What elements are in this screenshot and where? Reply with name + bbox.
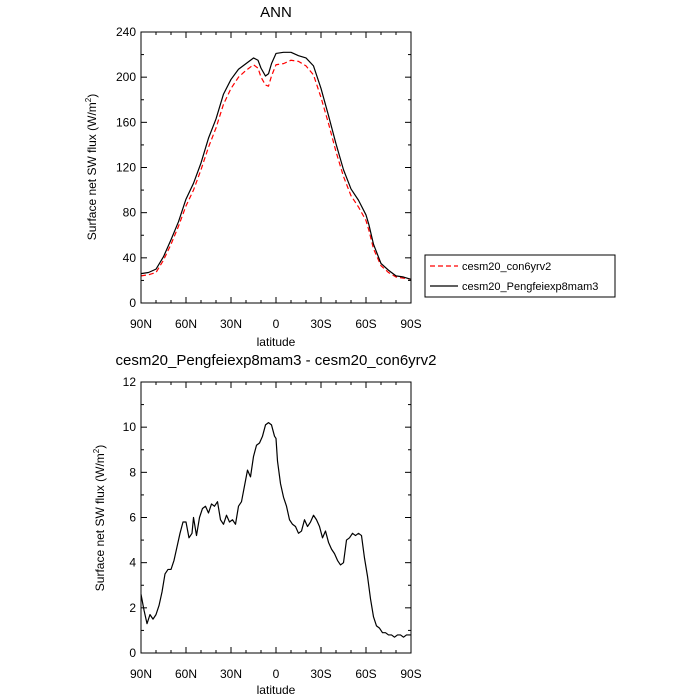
y-tick-label: 2	[129, 601, 136, 615]
top-panel-ylabel-main: Surface net SW flux (W/m	[85, 102, 99, 240]
bottom-panel-ylabel-sup: 2	[92, 448, 101, 453]
x-tick-label: 60S	[355, 667, 376, 681]
series-line-cesm20_Pengfeiexp8mam3	[140, 51, 412, 280]
x-tick-label: 60N	[175, 667, 197, 681]
y-tick-label: 120	[116, 161, 136, 175]
bottom-panel-title: cesm20_Pengfeiexp8mam3 - cesm20_con6yrv2	[116, 352, 437, 369]
y-tick-label: 4	[129, 556, 136, 570]
y-tick-label: 160	[116, 115, 136, 129]
x-tick-label: 90S	[400, 667, 421, 681]
series-line-cesm20_con6yrv2	[140, 59, 412, 280]
top-panel: ANN 90N 60N 30N 0 30S 60S 90S 0 40 80 120 160 200 240…	[84, 4, 422, 349]
y-tick-label: 8	[129, 465, 136, 479]
bottom-panel-ylabel-close: )	[93, 445, 107, 449]
top-panel-ylabel-sup: 2	[84, 97, 93, 102]
x-tick-label: 30N	[220, 317, 242, 331]
x-tick-label: 0	[273, 667, 280, 681]
x-tick-label: 60S	[355, 317, 376, 331]
bottom-panel-ylabel-main: Surface net SW flux (W/m	[93, 453, 107, 591]
top-panel-ticks: 90N 60N 30N 0 30S 60S 90S 0 40 80 120 160 200 240	[116, 25, 422, 331]
top-panel-xlabel: latitude	[257, 335, 296, 349]
y-tick-label: 80	[123, 206, 137, 220]
x-tick-label: 30N	[220, 667, 242, 681]
x-tick-label: 90S	[400, 317, 421, 331]
series-line-difference-0	[140, 422, 411, 638]
y-tick-label: 12	[123, 375, 137, 389]
bottom-panel-frame	[140, 381, 412, 654]
x-tick-label: 30S	[310, 667, 331, 681]
legend-label-pengfeiexp8mam3: cesm20_Pengfeiexp8mam3	[462, 281, 598, 293]
top-panel-ylabel: Surface net SW flux (W/m2)	[84, 94, 99, 240]
x-tick-label: 90N	[130, 667, 152, 681]
y-tick-label: 40	[123, 251, 137, 265]
y-tick-label: 10	[123, 420, 137, 434]
y-tick-label: 200	[116, 70, 136, 84]
x-tick-label: 90N	[130, 317, 152, 331]
top-panel-title: ANN	[260, 4, 292, 21]
x-tick-label: 30S	[310, 317, 331, 331]
y-tick-label: 240	[116, 25, 136, 39]
top-panel-ylabel-close: )	[85, 94, 99, 98]
bottom-panel-ylabel: Surface net SW flux (W/m2)	[92, 445, 107, 591]
top-panel-frame	[140, 31, 412, 304]
y-tick-label: 0	[129, 646, 136, 660]
legend-box	[424, 254, 616, 298]
legend: cesm20_con6yrv2 cesm20_Pengfeiexp8mam3	[424, 254, 616, 298]
bottom-panel-series	[140, 422, 411, 638]
bottom-panel-xlabel: latitude	[257, 683, 296, 697]
x-tick-label: 0	[273, 317, 280, 331]
x-tick-label: 60N	[175, 317, 197, 331]
bottom-panel-ticks: 90N 60N 30N 0 30S 60S 90S 0 2 4 6 8 10 12	[123, 375, 422, 681]
y-tick-label: 6	[129, 511, 136, 525]
y-tick-label: 0	[129, 296, 136, 310]
bottom-panel: cesm20_Pengfeiexp8mam3 - cesm20_con6yrv2…	[92, 352, 437, 697]
legend-label-con6yrv2: cesm20_con6yrv2	[462, 261, 551, 273]
top-panel-series	[140, 51, 412, 280]
